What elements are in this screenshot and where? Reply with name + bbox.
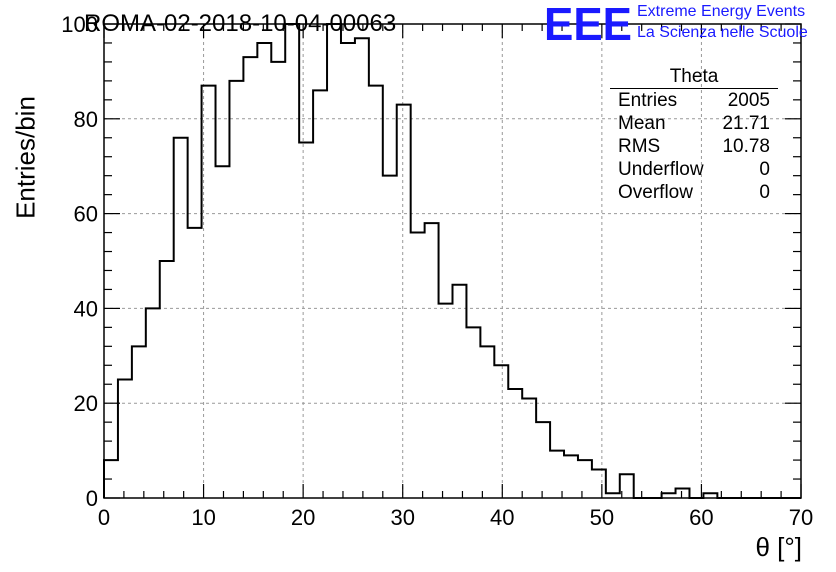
histogram-bin bbox=[160, 261, 174, 498]
histogram-bin bbox=[146, 308, 160, 498]
y-tick-label: 20 bbox=[74, 391, 98, 416]
histogram-bin bbox=[369, 86, 383, 498]
stats-label: Mean bbox=[618, 113, 666, 134]
histogram-bin bbox=[564, 455, 578, 498]
logo-caption-line1: Extreme Energy Events bbox=[637, 3, 806, 20]
x-tick-label: 0 bbox=[98, 505, 110, 530]
y-tick-label: 40 bbox=[74, 296, 98, 321]
x-tick-label: 20 bbox=[291, 505, 315, 530]
y-tick-label: 100 bbox=[61, 12, 98, 37]
histogram-bin bbox=[285, 24, 299, 498]
stats-label: RMS bbox=[618, 136, 661, 157]
histogram-bin bbox=[132, 346, 146, 498]
histogram-bin bbox=[271, 62, 285, 498]
histogram-bin bbox=[508, 389, 522, 498]
stats-row-overflow: Overflow 0 bbox=[610, 181, 778, 204]
histogram-bin bbox=[341, 43, 355, 498]
chart-title: ROMA-02-2018-10-04-00063 bbox=[84, 10, 397, 37]
x-tick-label: 10 bbox=[191, 505, 215, 530]
histogram-bin bbox=[216, 166, 230, 498]
histogram-bin bbox=[355, 38, 369, 498]
logo-caption-line2: La Scienza nelle Scuole bbox=[637, 24, 808, 41]
histogram-bin bbox=[202, 86, 216, 498]
x-tick-label: 40 bbox=[490, 505, 514, 530]
x-tick-label: 30 bbox=[390, 505, 414, 530]
stats-label: Entries bbox=[618, 90, 678, 111]
plot-frame bbox=[103, 23, 802, 499]
stats-value: 0 bbox=[759, 159, 770, 180]
histogram-bin bbox=[550, 451, 564, 498]
stats-row-entries: Entries 2005 bbox=[610, 89, 778, 112]
stats-row-underflow: Underflow 0 bbox=[610, 158, 778, 181]
x-tick-label: 50 bbox=[590, 505, 614, 530]
y-tick-label: 80 bbox=[74, 107, 98, 132]
histogram-bin bbox=[257, 43, 271, 498]
x-tick-label: 70 bbox=[789, 505, 813, 530]
histogram-bin bbox=[522, 398, 536, 498]
histogram-bin bbox=[174, 138, 188, 498]
histogram-bin bbox=[536, 422, 550, 498]
stats-row-rms: RMS 10.78 bbox=[610, 135, 778, 158]
histogram-bin bbox=[411, 233, 425, 498]
x-axis-label: θ [°] bbox=[755, 532, 802, 562]
histogram-bin bbox=[453, 285, 467, 498]
histogram-bin bbox=[480, 346, 494, 498]
stats-value: 0 bbox=[759, 182, 770, 203]
histogram-bin bbox=[439, 304, 453, 498]
stats-value: 2005 bbox=[727, 90, 770, 111]
y-axis-label: Entries/bin bbox=[10, 96, 41, 219]
histogram-bin bbox=[425, 223, 439, 498]
y-tick-label: 60 bbox=[74, 202, 98, 227]
eee-logo: EEE bbox=[544, 0, 632, 44]
x-tick-label: 60 bbox=[689, 505, 713, 530]
histogram-bin bbox=[578, 460, 592, 498]
histogram-bin bbox=[229, 81, 243, 498]
histogram-bin bbox=[188, 228, 202, 498]
y-tick-label: 0 bbox=[86, 486, 98, 511]
stats-row-mean: Mean 21.71 bbox=[610, 112, 778, 135]
histogram-bin bbox=[299, 143, 313, 499]
stats-label: Overflow bbox=[618, 182, 693, 203]
histogram-bin bbox=[466, 327, 480, 498]
histogram-bin bbox=[243, 57, 257, 498]
stats-label: Underflow bbox=[618, 159, 704, 180]
histogram-bin bbox=[327, 24, 341, 498]
stats-title: Theta bbox=[610, 66, 778, 89]
stats-value: 21.71 bbox=[722, 113, 770, 134]
histogram-bin bbox=[313, 90, 327, 498]
histogram-bin bbox=[676, 489, 690, 498]
eee-logo-text: EEE bbox=[544, 0, 632, 44]
histogram-bin bbox=[592, 470, 606, 498]
histogram-bin bbox=[494, 365, 508, 498]
stats-box: Theta Entries 2005 Mean 21.71 RMS 10.78 … bbox=[610, 66, 778, 204]
histogram-bin bbox=[118, 380, 132, 499]
histogram-bin bbox=[383, 176, 397, 498]
stats-value: 10.78 bbox=[722, 136, 770, 157]
histogram-bin bbox=[397, 105, 411, 498]
